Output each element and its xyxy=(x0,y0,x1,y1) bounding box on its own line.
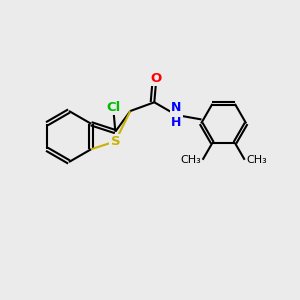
Text: S: S xyxy=(110,135,120,148)
Text: N
H: N H xyxy=(171,101,182,129)
Text: O: O xyxy=(151,72,162,85)
Text: CH₃: CH₃ xyxy=(246,155,267,165)
Text: CH₃: CH₃ xyxy=(180,155,201,165)
Text: Cl: Cl xyxy=(106,101,121,114)
